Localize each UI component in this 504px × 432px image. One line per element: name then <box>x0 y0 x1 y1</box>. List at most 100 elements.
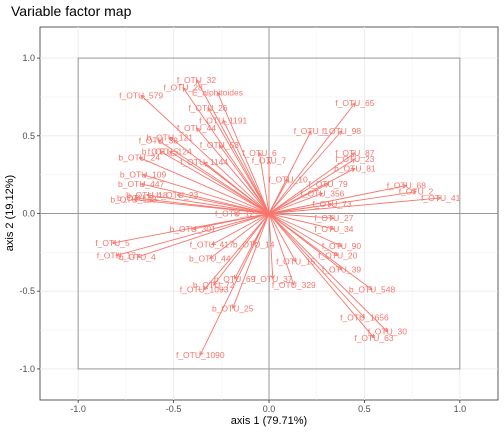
variable-label: f_OTU_39 <box>322 264 361 274</box>
variable-label: f_OTU_1090 <box>176 350 225 360</box>
variable-arrowhead <box>270 274 275 280</box>
variable-label: f_OTU_90 <box>322 241 361 251</box>
variable-arrowhead <box>111 240 117 245</box>
variable-label: f_OTU_73 <box>312 199 351 209</box>
variable-arrowhead <box>176 193 182 198</box>
variable-arrow <box>169 150 270 214</box>
variable-label: b_OTU_5 <box>142 146 179 156</box>
variable-arrowhead <box>140 94 146 100</box>
variable-arrow <box>203 161 270 214</box>
variable-arrowhead <box>337 265 343 271</box>
variable-label: f_OTU_1656 <box>340 313 389 323</box>
variable-label: f_OTU_10 <box>268 174 307 184</box>
variable-arrowhead <box>337 242 343 247</box>
variable-label: f_OTU_17 <box>97 250 136 260</box>
variable-arrow <box>139 157 270 214</box>
variable-arrowhead <box>368 285 373 291</box>
variable-arrowhead <box>402 183 408 189</box>
variable-arrowhead <box>351 102 356 108</box>
x-tick-label: 1.0 <box>454 404 467 414</box>
variable-arrow <box>182 87 270 214</box>
variable-arrow <box>160 150 270 214</box>
variable-label: f_OTU_41 <box>421 193 460 203</box>
y-tick-label: 1.0 <box>22 53 35 63</box>
variable-arrow <box>141 183 270 214</box>
variable-arrow <box>268 213 297 262</box>
variable-label: f_OTU_12 <box>215 209 254 219</box>
variable-arrowhead <box>213 280 218 286</box>
variable-arrowhead <box>266 159 272 165</box>
variable-label: f_OTU_38 <box>139 135 178 145</box>
variable-arrow <box>268 213 274 279</box>
variable-arrow <box>196 79 270 214</box>
variable-label: f_OTU_23 <box>335 154 374 164</box>
chart-title: Variable factor map <box>11 3 132 19</box>
variable-arrowhead <box>329 226 335 231</box>
variable-arrowhead <box>370 333 375 339</box>
variable-arrowhead <box>132 197 138 203</box>
variable-arrow <box>268 192 323 214</box>
variable-arrow <box>232 213 270 309</box>
variable-arrowhead <box>383 327 388 333</box>
variable-label: b_OTU_81 <box>334 163 376 173</box>
variable-label: b_OTU_2 <box>117 193 154 203</box>
variable-arrow <box>268 185 407 214</box>
variable-arrow <box>268 158 356 214</box>
variable-arrowhead <box>330 215 335 221</box>
variable-arrow <box>209 213 270 259</box>
variable-label: b_OTU_44 <box>189 254 231 264</box>
variable-arrow <box>196 127 270 214</box>
y-tick-label: 0.0 <box>22 209 35 219</box>
variable-label: b_OTU_109 <box>120 170 167 180</box>
variable-label: f_OTU_65 <box>335 98 374 108</box>
variable-arrowhead <box>140 182 146 187</box>
variable-label: f_OTU_32 <box>177 75 216 85</box>
variable-label: b_OTU_24 <box>118 153 160 163</box>
variable-arrowhead <box>136 253 142 259</box>
x-axis-label: axis 1 (79.71%) <box>231 415 307 427</box>
variable-label: b_OTU_168 <box>110 195 157 205</box>
variable-arrowhead <box>203 161 209 167</box>
variable-arrow <box>116 213 270 256</box>
variable-arrow <box>140 95 270 214</box>
variable-arrowhead <box>216 91 221 97</box>
variable-arrow <box>137 213 270 258</box>
variable-label: b_OTU_121 <box>147 132 194 142</box>
variable-arrowhead <box>203 285 209 291</box>
variable-arrowhead <box>234 274 239 280</box>
variable-arrow <box>203 213 270 290</box>
variable-label: b_OTU_548 <box>349 285 396 295</box>
variable-arrowhead <box>350 152 356 157</box>
variable-arrow <box>268 179 289 214</box>
variable-arrowhead <box>168 150 174 156</box>
variable-label: f_OTU_15 <box>276 257 315 267</box>
variable-label: f_OTU_7 <box>252 156 287 166</box>
variable-label: b_OTU_447 <box>118 179 165 189</box>
y-axis-label: axis 2 (19.12%) <box>4 175 16 251</box>
variable-label: f_OTU_53 <box>200 140 239 150</box>
variable-label: f_OTU_5 <box>95 238 130 248</box>
variable-arrow <box>268 213 373 291</box>
variable-arrowhead <box>333 251 339 256</box>
variable-arrowhead <box>209 254 214 260</box>
variable-arrow <box>177 194 270 214</box>
variable-arrow <box>199 213 270 356</box>
y-tick-label: 0.5 <box>22 131 35 141</box>
variable-label: f_OTU_44 <box>177 123 216 133</box>
variable-arrowhead <box>290 280 295 286</box>
x-tick-label: 0.5 <box>358 404 371 414</box>
variable-arrow <box>142 174 270 214</box>
variable-label: f_OTU_30 <box>368 327 407 337</box>
variable-arrowhead <box>196 79 201 84</box>
variable-label: b_OTU_4 <box>119 252 156 262</box>
variable-arrowhead <box>350 158 356 163</box>
variable-label: b_OTU_14 <box>233 240 275 250</box>
variable-label: f_OTU_356 <box>300 188 344 198</box>
variable-arrowhead <box>169 136 174 142</box>
variable-label: b_OTU_72 <box>193 280 235 290</box>
variable-arrow <box>268 213 375 339</box>
variable-arrowhead <box>284 178 289 184</box>
variable-label: f_OTU_20 <box>318 250 357 260</box>
variable-arrowhead <box>328 202 333 207</box>
variable-arrow <box>268 213 338 256</box>
